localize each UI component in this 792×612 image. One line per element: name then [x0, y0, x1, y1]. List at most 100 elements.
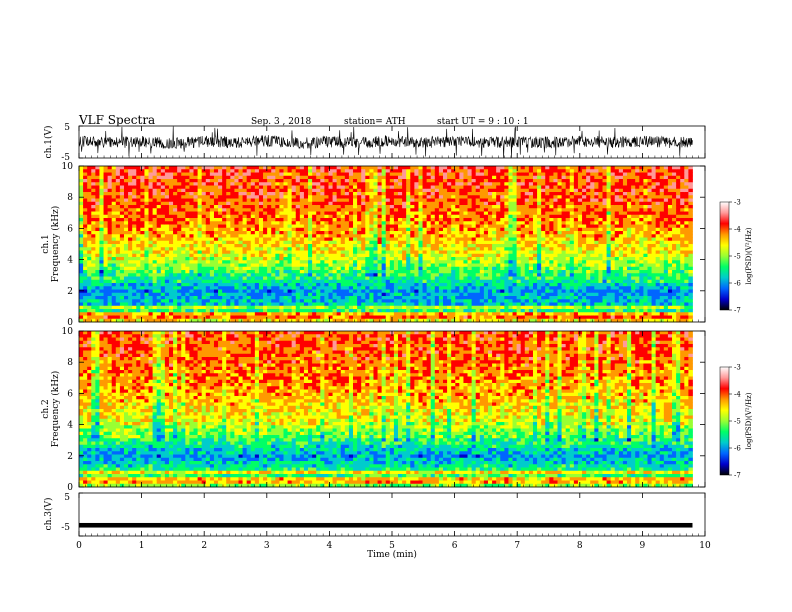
spectrogram-cell [288, 270, 292, 274]
spectrogram-cell [91, 186, 95, 190]
spectrogram-cell [431, 299, 435, 303]
spectrogram-cell [255, 215, 259, 219]
spectrogram-cell [275, 257, 279, 261]
spectrogram-cell [194, 221, 198, 225]
spectrogram-cell [132, 231, 136, 235]
spectrogram-cell [382, 208, 386, 212]
spectrogram-cell [373, 205, 377, 209]
spectrogram-cell [480, 221, 484, 225]
spectrogram-cell [177, 306, 181, 310]
spectrogram-cell [120, 316, 124, 320]
spectrogram-cell [406, 173, 410, 177]
spectrogram-cell [104, 254, 108, 258]
spectrogram-cell [320, 166, 324, 170]
spectrogram-cell [328, 202, 332, 206]
spectrogram-cell [472, 290, 476, 294]
spectrogram-cell [185, 293, 189, 297]
spectrogram-cell [198, 228, 202, 232]
spectrogram-cell [423, 182, 427, 186]
spectrogram-cell [345, 186, 349, 190]
spectrogram-cell [488, 176, 492, 180]
spectrogram-cell [181, 241, 185, 245]
spectrogram-cell [124, 182, 128, 186]
spectrogram-cell [259, 257, 263, 261]
spectrogram-cell [455, 221, 459, 225]
spectrogram-cell [406, 280, 410, 284]
spectrogram-cell [410, 176, 414, 180]
spectrogram-cell [169, 283, 173, 287]
spectrogram-cell [91, 303, 95, 307]
spectrogram-cell [239, 270, 243, 274]
spectrogram-cell [300, 182, 304, 186]
spectrogram-cell [361, 241, 365, 245]
spectrogram-cell [144, 173, 148, 177]
spectrogram-cell [112, 212, 116, 216]
spectrogram-cell [104, 205, 108, 209]
spectrogram-cell [165, 270, 169, 274]
spectrogram-cell [414, 299, 418, 303]
spectrogram-cell [324, 254, 328, 258]
spectrogram-cell [459, 195, 463, 199]
spectrogram-cell [108, 277, 112, 281]
spectrogram-cell [173, 182, 177, 186]
spectrogram-cell [459, 218, 463, 222]
spectrogram-cell [149, 299, 153, 303]
spectrogram-cell [112, 189, 116, 193]
spectrogram-cell [91, 205, 95, 209]
spectrogram-cell [140, 182, 144, 186]
spectrogram-cell [83, 247, 87, 251]
spectrogram-cell [476, 234, 480, 238]
spectrogram-cell [87, 303, 91, 307]
spectrogram-cell [157, 238, 161, 242]
spectrogram-cell [132, 293, 136, 297]
spectrogram-cell [206, 260, 210, 264]
spectrogram-cell [300, 299, 304, 303]
spectrogram-cell [283, 205, 287, 209]
spectrogram-cell [79, 306, 83, 310]
spectrogram-cell [251, 312, 255, 316]
spectrogram-cell [324, 195, 328, 199]
spectrogram-cell [292, 238, 296, 242]
spectrogram-cell [95, 186, 99, 190]
spectrogram-cell [386, 186, 390, 190]
spectrogram-cell [472, 277, 476, 281]
spectrogram-cell [247, 306, 251, 310]
spectrogram-cell [484, 176, 488, 180]
spectrogram-cell [91, 257, 95, 261]
spectrogram-cell [91, 228, 95, 232]
spectrogram-cell [480, 199, 484, 203]
spectrogram-cell [283, 218, 287, 222]
spectrogram-cell [99, 179, 103, 183]
spectrogram-cell [365, 218, 369, 222]
spectrogram-cell [120, 176, 124, 180]
spectrogram-cell [243, 215, 247, 219]
spectrogram-cell [181, 316, 185, 320]
spectrogram-cell [247, 169, 251, 173]
spectrogram-cell [153, 173, 157, 177]
spectrogram-cell [365, 238, 369, 242]
spectrogram-cell [87, 179, 91, 183]
spectrogram-cell [304, 234, 308, 238]
spectrogram-cell [87, 244, 91, 248]
spectrogram-cell [99, 283, 103, 287]
spectrogram-cell [406, 228, 410, 232]
spectrogram-cell [378, 286, 382, 290]
spectrogram-cell [181, 179, 185, 183]
spectrogram-cell [222, 247, 226, 251]
spectrogram-cell [234, 273, 238, 277]
spectrogram-cell [488, 264, 492, 268]
spectrogram-cell [406, 251, 410, 255]
spectrogram-cell [500, 173, 504, 177]
spectrogram-cell [108, 280, 112, 284]
spectrogram-cell [79, 299, 83, 303]
spectrogram-cell [378, 312, 382, 316]
spectrogram-cell [386, 270, 390, 274]
spectrogram-cell [414, 228, 418, 232]
spectrogram-cell [189, 290, 193, 294]
spectrogram-cell [427, 189, 431, 193]
spectrogram-cell [292, 254, 296, 258]
spectrogram-cell [439, 225, 443, 229]
spectrogram-cell [328, 257, 332, 261]
spectrogram-cell [414, 280, 418, 284]
spectrogram-cell [255, 267, 259, 271]
